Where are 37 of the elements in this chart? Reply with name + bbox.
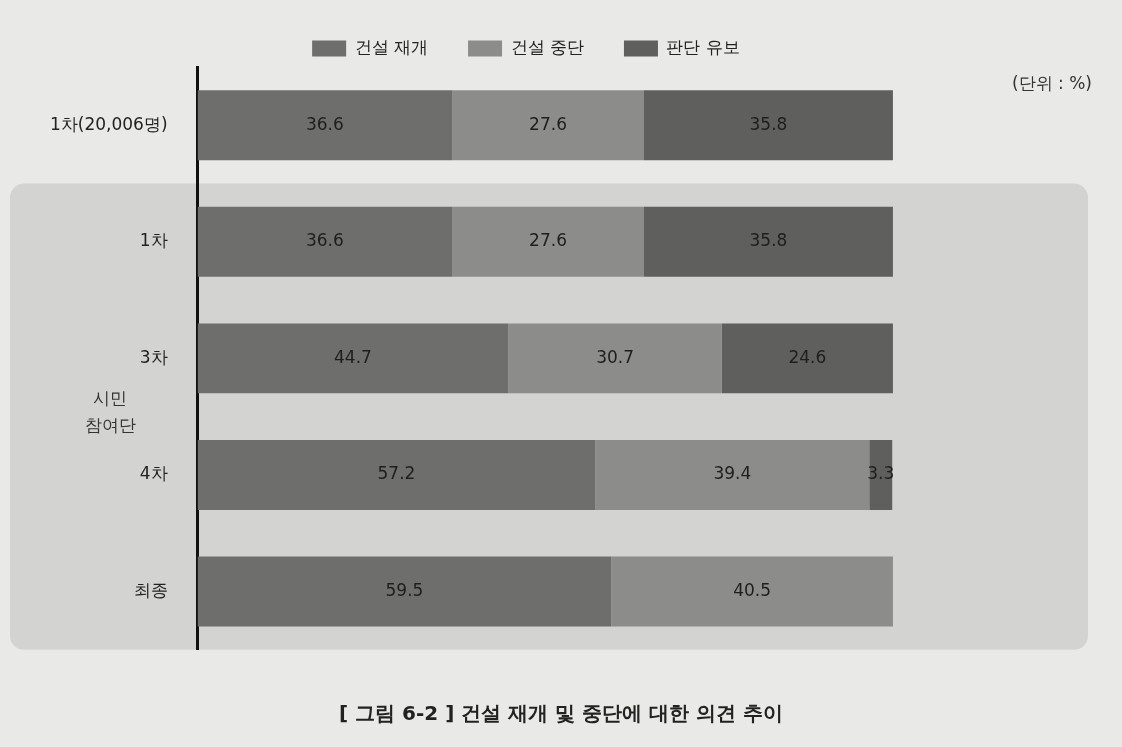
bar [197,439,596,510]
bar [611,556,893,627]
y-tick-label: 3차 [139,346,168,367]
data-label: 35.8 [749,113,788,134]
y-tick-label: 1차 [139,230,168,251]
bar [452,206,644,277]
band-label: 시민 참여단 [83,387,137,438]
data-label: 57.2 [377,463,416,484]
data-label: 27.6 [529,113,567,134]
bar [643,90,893,161]
y-tick-label: 최종 [133,579,168,600]
legend-label: 건설 중단 [510,36,584,57]
bar [452,90,644,161]
y-tick-label: 1차(20,006명) [49,113,168,134]
data-label: 59.5 [385,579,424,600]
bar [197,206,453,277]
data-label: 36.6 [305,230,344,251]
data-label: 44.7 [334,346,372,367]
data-label: 30.7 [596,346,635,367]
y-tick-label: 4차 [139,463,168,484]
data-label: 35.8 [749,230,788,251]
data-label: 24.6 [788,346,827,367]
bar [595,439,870,510]
bar [508,323,722,394]
data-label: 36.6 [305,113,344,134]
data-label: 39.4 [713,463,752,484]
bar [197,90,453,161]
legend-label: 판단 유보 [666,36,740,57]
data-label: 27.6 [529,230,567,251]
bar [197,323,509,394]
bar [197,556,612,627]
bar [721,323,893,394]
text: (단위 : %) [1012,72,1092,95]
text: [ 그림 6-2 ] 건설 재개 및 중단에 대한 의견 추이 [337,700,784,727]
bar [643,206,893,277]
legend-label: 건설 재개 [354,36,429,57]
data-label: 40.5 [733,579,772,600]
